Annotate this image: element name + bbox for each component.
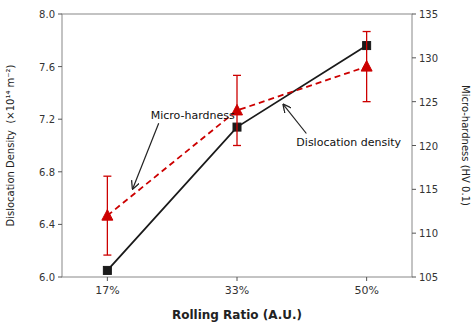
plot-area (102, 32, 372, 275)
y-tick-label: 7.6 (39, 62, 55, 73)
y-tick (58, 171, 62, 172)
annotation-arrow (133, 123, 159, 188)
annotation: Dislocation density (296, 136, 401, 149)
y-tick (58, 66, 62, 67)
y-axis-label: Dislocation Density (×10¹⁴ m⁻²) (5, 64, 16, 226)
y2-tick-label: 110 (419, 228, 438, 239)
y2-tick-label: 135 (419, 9, 438, 20)
x-tick-label: 33% (225, 284, 249, 297)
chart: 6.0 6.4 6.8 7.2 7.6 8.0 105 110 115 120 125 130 135 1… (0, 0, 474, 329)
x-tick (366, 277, 367, 281)
y-tick-label: 8.0 (39, 9, 55, 20)
y2-tick-label: 125 (419, 97, 438, 108)
x-tick-label: 17% (95, 284, 119, 297)
x-tick (237, 277, 238, 281)
error-bar-cap (103, 254, 111, 255)
y-tick (58, 277, 62, 278)
error-bar-cap (363, 101, 371, 102)
series-line (107, 46, 366, 271)
data-point (102, 210, 113, 221)
annotation: Micro-hardness (151, 109, 235, 122)
y2-axis-label: Micro-hardness (HV 0.1) (460, 85, 471, 206)
annotation-arrow (283, 105, 306, 134)
data-point (361, 61, 372, 72)
data-point (103, 266, 111, 274)
error-bar-cap (363, 31, 371, 32)
y-tick-label: 6.0 (39, 272, 55, 283)
y2-tick (412, 233, 416, 234)
y-tick (58, 14, 62, 15)
x-tick-label: 50% (354, 284, 378, 297)
y-tick (58, 224, 62, 225)
y2-tick (412, 277, 416, 278)
error-bar-cap (233, 145, 241, 146)
x-axis-label: Rolling Ratio (A.U.) (172, 308, 302, 322)
y2-tick (412, 101, 416, 102)
y2-tick-label: 115 (419, 184, 438, 195)
y2-tick (412, 145, 416, 146)
y-tick-label: 7.2 (39, 114, 55, 125)
error-bar-cap (233, 75, 241, 76)
x-tick (107, 277, 108, 281)
y-tick-label: 6.4 (39, 219, 55, 230)
y-tick (58, 119, 62, 120)
y2-tick (412, 57, 416, 58)
y-tick-label: 6.8 (39, 167, 55, 178)
error-bar-cap (103, 176, 111, 177)
y2-tick-label: 120 (419, 141, 438, 152)
y2-tick (412, 14, 416, 15)
y2-tick-label: 130 (419, 53, 438, 64)
y2-tick (412, 189, 416, 190)
plot-frame (62, 14, 412, 277)
y2-tick-label: 105 (419, 272, 438, 283)
